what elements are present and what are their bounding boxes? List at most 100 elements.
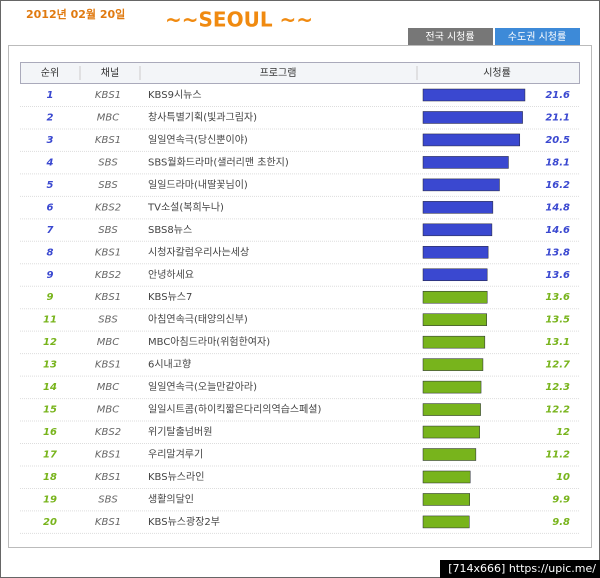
rating: 13.6 xyxy=(545,292,570,303)
program: KBS뉴스7 xyxy=(148,291,192,303)
program: SBS8뉴스 xyxy=(148,224,192,236)
channel: KBS2 xyxy=(95,202,121,213)
channel: MBC xyxy=(97,337,119,348)
rank: 20 xyxy=(43,517,57,528)
tab[interactable] xyxy=(408,28,493,45)
program: 일일연속극(오늘만같아라) xyxy=(148,381,257,393)
channel: KBS1 xyxy=(95,450,121,461)
channel: MBC xyxy=(97,405,119,416)
rating-bar xyxy=(422,111,523,124)
rating-bar xyxy=(422,358,484,371)
rating: 14.6 xyxy=(545,225,570,236)
tab-label[interactable]: 전국 시청률 xyxy=(425,31,474,43)
channel: KBS1 xyxy=(95,360,121,371)
rating: 13.8 xyxy=(545,247,570,258)
rating-bar xyxy=(422,403,481,416)
program: 일일연속극(당신뿐이야) xyxy=(148,134,248,146)
rating: 12.2 xyxy=(545,405,570,416)
program: 창사특별기획(빛과그림자) xyxy=(148,111,257,123)
rating: 18.1 xyxy=(545,157,570,168)
rank: 11 xyxy=(43,315,57,326)
rank: 9 xyxy=(47,292,54,303)
program: 아침연속극(태양의신부) xyxy=(148,314,248,326)
rating: 14.8 xyxy=(545,202,570,213)
rating-bar xyxy=(422,178,500,192)
rank: 4 xyxy=(46,157,54,168)
channel: KBS2 xyxy=(95,270,121,281)
rating-bar xyxy=(422,201,494,214)
channel: SBS xyxy=(98,225,118,236)
program: KBS뉴스라인 xyxy=(148,471,204,483)
rank: 19 xyxy=(43,494,57,505)
rating: 13.6 xyxy=(545,270,570,281)
rank: 8 xyxy=(47,247,54,258)
rating-bar xyxy=(422,133,521,147)
rank: 12 xyxy=(43,337,57,348)
rating: 16.2 xyxy=(545,180,570,191)
date: 2012년 02월 20일 xyxy=(26,7,125,21)
panel xyxy=(8,45,592,548)
tab-active[interactable] xyxy=(495,28,580,45)
channel: KBS2 xyxy=(95,427,121,438)
channel: KBS1 xyxy=(95,247,121,258)
rating: 12 xyxy=(556,427,570,438)
title: ~~SEOUL ~~ xyxy=(165,8,313,32)
rating-bar xyxy=(422,268,488,282)
rating: 11.2 xyxy=(545,450,570,461)
rating: 21.6 xyxy=(545,90,570,101)
rank: 9 xyxy=(47,270,54,281)
column-header: 프로그램 xyxy=(260,67,297,79)
rating-bar xyxy=(422,246,489,259)
rating-bar xyxy=(422,223,493,237)
rank: 16 xyxy=(43,427,57,438)
channel: SBS xyxy=(98,315,118,326)
channel: SBS xyxy=(98,157,118,168)
rank: 6 xyxy=(47,202,54,213)
tab-label[interactable]: 수도권 시청률 xyxy=(508,31,566,43)
footer: [714x666] https://upic.me/ xyxy=(448,562,596,575)
rating-bar xyxy=(422,470,471,484)
rank: 7 xyxy=(47,225,54,236)
program: MBC아침드라마(위험한여자) xyxy=(148,335,270,348)
program: SBS월화드라마(샐러리맨 초한지) xyxy=(148,156,289,168)
rank: 1 xyxy=(47,90,54,101)
channel: KBS1 xyxy=(95,472,121,483)
table-header xyxy=(20,62,580,84)
program: 안녕하세요 xyxy=(148,268,194,281)
channel: MBC xyxy=(97,382,119,393)
rating-bar xyxy=(422,156,509,169)
channel: KBS1 xyxy=(95,135,121,146)
rating: 10 xyxy=(556,472,570,483)
program: 6시내고향 xyxy=(148,359,191,371)
rating-bar xyxy=(422,493,470,506)
rating-bar xyxy=(422,380,482,394)
rank: 14 xyxy=(43,382,57,393)
column-header: 시청률 xyxy=(483,67,511,79)
rating-bar xyxy=(422,425,480,439)
rating: 9.8 xyxy=(552,517,570,528)
rank: 17 xyxy=(43,450,57,461)
rating: 12.7 xyxy=(545,360,570,371)
rating: 13.5 xyxy=(545,315,570,326)
column-header: 순위 xyxy=(41,66,59,79)
rating: 20.5 xyxy=(545,135,570,146)
column-header: 채널 xyxy=(101,67,119,79)
channel: MBC xyxy=(97,112,119,123)
rank: 13 xyxy=(43,360,57,371)
rating-bar xyxy=(422,448,477,461)
rating-bar xyxy=(422,313,487,326)
program: KBS뉴스광장2부 xyxy=(148,516,220,528)
channel: SBS xyxy=(98,494,118,505)
rating: 12.3 xyxy=(545,382,570,393)
program: TV소설(복희누나) xyxy=(147,201,224,213)
channel: KBS1 xyxy=(95,90,121,101)
program: 우리말겨루기 xyxy=(148,449,203,461)
channel: KBS1 xyxy=(95,292,121,303)
rank: 2 xyxy=(47,112,54,123)
rating: 21.1 xyxy=(545,112,570,123)
rating: 9.9 xyxy=(552,494,570,505)
program: 일일시트콤(하이킥짧은다리의역습스페셜) xyxy=(148,403,322,416)
rating-bar xyxy=(422,335,486,349)
rating-bar xyxy=(422,290,488,304)
